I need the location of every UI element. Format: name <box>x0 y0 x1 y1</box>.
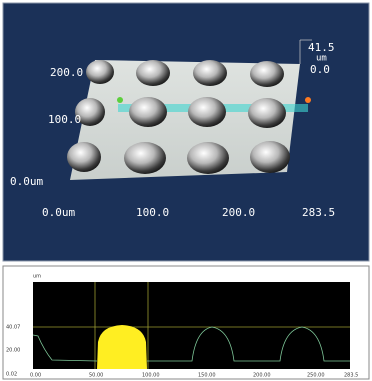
x-label: 200.0 <box>222 206 255 219</box>
x-label: 250.00 <box>307 373 325 379</box>
y-label: 100.0 <box>48 113 81 126</box>
x-label: 0.0um <box>42 206 75 219</box>
plot-area <box>33 282 350 369</box>
x-label: 100.00 <box>142 373 160 379</box>
x-label: 283.5 <box>344 373 358 379</box>
x-label: 150.00 <box>198 373 216 379</box>
unit: um <box>33 274 41 280</box>
x-label: 283.5 <box>302 206 335 219</box>
y-label: 0.0um <box>10 175 43 188</box>
x-label: 200.00 <box>253 373 271 379</box>
y-label: 20.00 <box>6 348 20 354</box>
surface-panel: 41.5 um 0.0 200.0 100.0 0.0um 0.0um 100.… <box>3 3 369 261</box>
screenshot: 41.5 um 0.0 200.0 100.0 0.0um 0.0um 100.… <box>0 0 372 381</box>
z-min: 0.0 <box>310 63 330 76</box>
y-label: 0.02 <box>6 372 17 378</box>
x-label: 100.0 <box>136 206 169 219</box>
x-label: 0.00 <box>30 373 41 379</box>
z-unit: um <box>316 54 327 64</box>
y-label: 200.0 <box>50 66 83 79</box>
profile-panel: um 40.07 20.00 0.02 0.00 50.00 100.00 15… <box>3 266 369 379</box>
x-label: 50.00 <box>89 373 103 379</box>
selected-profile <box>97 325 147 369</box>
z-max: 41.5 <box>308 41 335 54</box>
y-label: 40.07 <box>6 325 20 331</box>
